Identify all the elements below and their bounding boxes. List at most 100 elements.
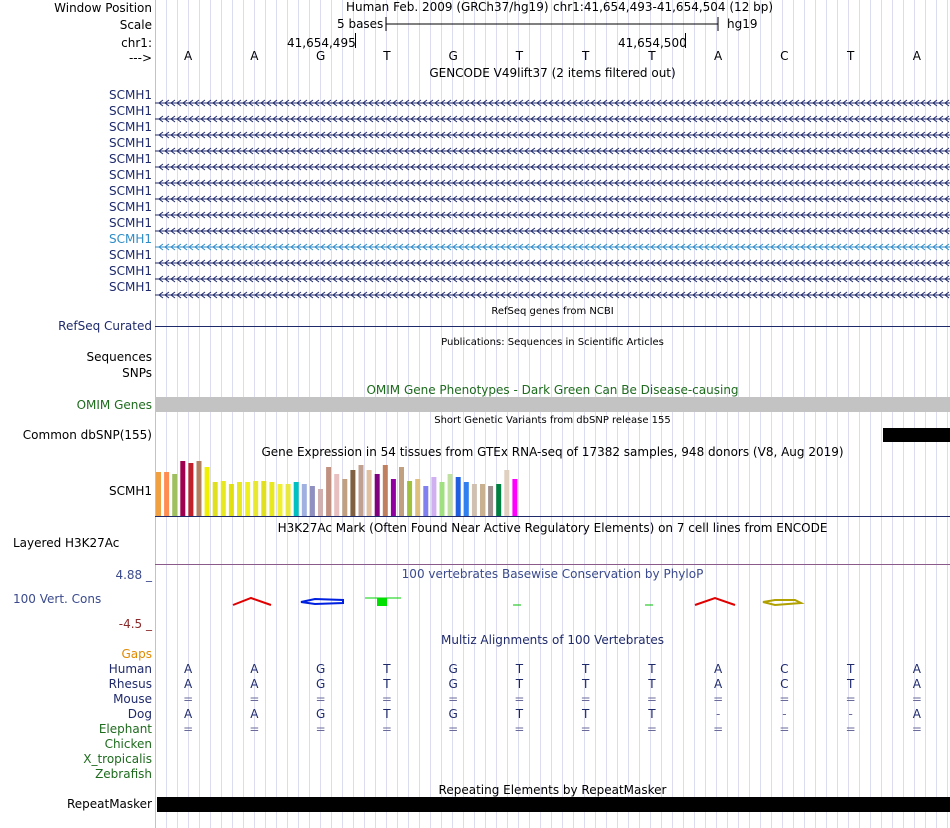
gtex-bar — [253, 481, 259, 516]
gencode-gene-label[interactable]: SCMH1 — [108, 248, 152, 262]
gtex-bar — [407, 481, 413, 516]
alignment-base: A — [714, 662, 723, 676]
gencode-gene-label[interactable]: SCMH1 — [108, 216, 152, 230]
refseq-label[interactable]: RefSeq Curated — [58, 319, 152, 333]
repeatmasker-title[interactable]: Repeating Elements by RepeatMasker — [438, 783, 667, 797]
h3k27ac-label[interactable]: Layered H3K27Ac — [13, 536, 120, 550]
gtex-bar — [374, 474, 380, 516]
gtex-bar — [180, 461, 186, 516]
gencode-gene-label[interactable]: SCMH1 — [108, 168, 152, 182]
alignment-base: A — [250, 707, 259, 721]
coord-2: 41,654,500 — [618, 36, 687, 50]
gtex-bar — [237, 482, 242, 516]
scale-label: Scale — [119, 18, 152, 32]
alignment-base: T — [383, 677, 391, 691]
gtex-bars[interactable] — [155, 460, 950, 518]
refseq-title[interactable]: RefSeq genes from NCBI — [491, 306, 614, 317]
gtex-bar — [504, 470, 510, 516]
omim-label[interactable]: OMIM Genes — [76, 398, 152, 412]
gtex-bar — [390, 479, 396, 516]
gtex-title[interactable]: Gene Expression in 54 tissues from GTEx … — [261, 445, 844, 459]
gencode-feature — [155, 195, 950, 203]
alignment-base: - — [782, 707, 787, 721]
species-label[interactable]: Mouse — [113, 692, 152, 706]
coord-1-tick — [355, 33, 356, 48]
phylop-title[interactable]: 100 vertebrates Basewise Conservation by… — [401, 567, 704, 581]
species-label[interactable]: Rhesus — [108, 677, 152, 691]
sequences-label[interactable]: Sequences — [86, 350, 152, 364]
gencode-gene-label[interactable]: SCMH1 — [108, 136, 152, 150]
repeatmasker-label[interactable]: RepeatMasker — [66, 797, 152, 811]
gencode-gene-label[interactable]: SCMH1 — [108, 184, 152, 198]
gtex-bar — [496, 484, 502, 516]
gtex-bar — [293, 482, 299, 516]
coord-1: 41,654,495 — [287, 36, 356, 50]
repeatmasker-feature[interactable] — [157, 797, 950, 812]
phylop-signal[interactable] — [155, 592, 950, 612]
refseq-line[interactable] — [155, 326, 950, 327]
gtex-bar — [204, 467, 210, 516]
gencode-feature — [155, 163, 950, 171]
alignment-base: A — [184, 707, 193, 721]
multiz-title[interactable]: Multiz Alignments of 100 Vertebrates — [440, 633, 665, 647]
coord-2-tick — [685, 33, 686, 48]
gtex-bar — [447, 474, 453, 516]
gencode-features[interactable] — [155, 80, 950, 304]
alignment-base: = — [845, 722, 856, 736]
alignment-base: = — [249, 722, 260, 736]
gencode-feature — [155, 259, 950, 267]
alignment-base: T — [383, 662, 391, 676]
alignment-base: = — [381, 692, 392, 706]
phylop-label[interactable]: 100 Vert. Cons — [13, 592, 102, 606]
gencode-gene-label[interactable]: SCMH1 — [108, 232, 152, 246]
base-letter: T — [846, 49, 855, 63]
base-letter: A — [912, 49, 921, 63]
gtex-bar — [156, 472, 161, 516]
gencode-feature — [155, 179, 950, 187]
base-letter: A — [714, 49, 723, 63]
dbsnp-label[interactable]: Common dbSNP(155) — [22, 428, 152, 442]
gtex-bar — [399, 467, 404, 516]
gencode-gene-label[interactable]: SCMH1 — [108, 200, 152, 214]
dbsnp-feature[interactable] — [883, 428, 950, 442]
species-label[interactable]: Human — [108, 662, 152, 676]
alignment-base: = — [183, 722, 194, 736]
gtex-bar — [471, 484, 477, 516]
gencode-gene-label[interactable]: SCMH1 — [108, 280, 152, 294]
gtex-bar — [318, 489, 323, 516]
omim-title[interactable]: OMIM Gene Phenotypes - Dark Green Can Be… — [366, 383, 739, 397]
gencode-feature — [155, 275, 950, 283]
species-label[interactable]: X_tropicalis — [83, 752, 152, 766]
snps-label[interactable]: SNPs — [122, 366, 152, 380]
gencode-gene-label[interactable]: SCMH1 — [108, 264, 152, 278]
dbsnp-title[interactable]: Short Genetic Variants from dbSNP releas… — [434, 415, 671, 426]
alignment-base: = — [911, 722, 922, 736]
species-label[interactable]: Chicken — [104, 737, 152, 751]
alignment-base: C — [780, 677, 789, 691]
alignment-base: G — [448, 707, 458, 721]
track-panel[interactable]: Human Feb. 2009 (GRCh37/hg19) chr1:41,65… — [155, 0, 950, 828]
species-label[interactable]: Dog — [127, 707, 152, 721]
gencode-gene-label[interactable]: SCMH1 — [108, 152, 152, 166]
gencode-gene-label[interactable]: SCMH1 — [108, 88, 152, 102]
gtex-bar — [350, 470, 356, 516]
alignment-base: = — [779, 722, 790, 736]
alignment-base: = — [315, 692, 326, 706]
gencode-title[interactable]: GENCODE V49lift37 (2 items filtered out) — [429, 66, 676, 80]
omim-bar[interactable] — [155, 397, 950, 412]
species-label[interactable]: Zebrafish — [95, 767, 152, 781]
h3k27ac-title[interactable]: H3K27Ac Mark (Often Found Near Active Re… — [277, 521, 828, 535]
alignment-base: = — [580, 722, 591, 736]
gencode-gene-label[interactable]: SCMH1 — [108, 120, 152, 134]
alignment-base: G — [448, 662, 458, 676]
species-label[interactable]: Elephant — [98, 722, 152, 736]
base-letter: T — [581, 49, 590, 63]
alignment-base: A — [714, 677, 723, 691]
gtex-bar — [366, 470, 372, 516]
publications-title[interactable]: Publications: Sequences in Scientific Ar… — [441, 337, 664, 348]
chr-label: chr1: — [121, 36, 152, 50]
alignment-base: = — [514, 722, 525, 736]
gtex-gene-label[interactable]: SCMH1 — [108, 484, 152, 498]
gaps-label[interactable]: Gaps — [121, 647, 152, 661]
gencode-gene-label[interactable]: SCMH1 — [108, 104, 152, 118]
